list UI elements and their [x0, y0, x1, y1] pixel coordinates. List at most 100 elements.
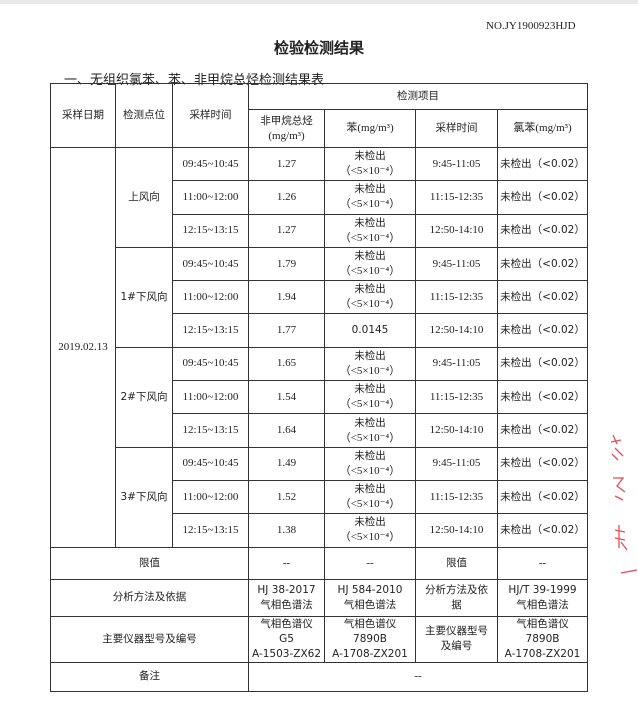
- sample-time2: 11:15-12:35: [415, 280, 498, 315]
- remark-label: 备注: [50, 661, 249, 692]
- sample-point: 2#下风向: [115, 346, 173, 448]
- header-nmhc-unit: (mg/m³): [268, 129, 305, 142]
- chlorobenzene-value: 未检出（<0.02）: [497, 146, 588, 182]
- benzene-detection-limit: （<5×10⁻⁴）: [339, 231, 401, 244]
- header-time2: 采样时间: [415, 109, 498, 148]
- benzene-detection-limit: （<5×10⁻⁴）: [339, 498, 401, 511]
- method-label-2-line: 据: [451, 598, 462, 611]
- chlorobenzene-value: 未检出（<0.02）: [497, 346, 588, 382]
- sample-time2: 12:50-14:10: [415, 513, 498, 548]
- limit-benzene: --: [324, 546, 416, 580]
- benzene-value: 未检出 （<5×10⁻⁴）: [324, 413, 416, 448]
- sample-time2: 12:50-14:10: [415, 413, 498, 448]
- chlorobenzene-value: 未检出（<0.02）: [497, 313, 588, 348]
- table-row: 12:15~13:15 1.38 未检出 （<5×10⁻⁴） 12:50-14:10 未检…: [51, 513, 588, 548]
- benzene-detection-limit: （<5×10⁻⁴）: [339, 364, 401, 377]
- nmhc-value: 1.77: [248, 313, 325, 348]
- method-label: 分析方法及依据: [50, 578, 249, 617]
- benzene-detection-limit: （<5×10⁻⁴）: [339, 298, 401, 311]
- benzene-value: 未检出 （<5×10⁻⁴）: [324, 446, 416, 481]
- nmhc-value: 1.79: [248, 246, 325, 282]
- benzene-result: 未检出: [354, 483, 386, 496]
- chlorobenzene-value: 未检出（<0.02）: [497, 280, 588, 315]
- table-row: 11:00~12:00 1.94 未检出 （<5×10⁻⁴） 11:15-12:35 未检…: [51, 280, 588, 315]
- sample-point: 3#下风向: [115, 446, 173, 548]
- header-nmhc-name: 非甲烷总烃: [260, 114, 313, 127]
- benzene-value: 未检出 （<5×10⁻⁴）: [324, 280, 416, 315]
- scan-top-edge: [0, 0, 638, 4]
- benzene-result: 未检出: [354, 183, 386, 196]
- chlorobenzene-value: 未检出（<0.02）: [497, 246, 588, 282]
- nmhc-value: 1.54: [248, 380, 325, 415]
- benzene-value: 未检出 （<5×10⁻⁴）: [324, 213, 416, 248]
- method-benzene-line: HJ 584-2010: [337, 583, 403, 596]
- table-row: 1#下风向 09:45~10:45 1.79 未检出 （<5×10⁻⁴） 9:45-11:…: [51, 246, 588, 348]
- header-nmhc: 非甲烷总烃 (mg/m³): [248, 109, 325, 148]
- sample-time: 09:45~10:45: [172, 446, 249, 481]
- sample-time: 12:15~13:15: [172, 513, 249, 548]
- instrument-nmhc-line: G5: [279, 632, 294, 645]
- instrument-nmhc-line: 气相色谱仪: [260, 617, 313, 630]
- table-row: 11:00~12:00 1.26 未检出 （<5×10⁻⁴） 11:15-12:35 未检…: [51, 180, 588, 215]
- chlorobenzene-value: 未检出（<0.02）: [497, 180, 588, 215]
- benzene-result: 未检出: [354, 150, 386, 163]
- page-title: 检验检测结果: [273, 39, 364, 57]
- instrument-label: 主要仪器型号及编号: [50, 615, 249, 663]
- header-point: 检测点位: [115, 83, 173, 148]
- remark-value: --: [248, 661, 588, 692]
- method-nmhc: HJ 38-2017 气相色谱法: [248, 578, 325, 617]
- benzene-result: 未检出: [354, 449, 386, 462]
- limit-label-2: 限值: [415, 546, 498, 580]
- sample-time2: 11:15-12:35: [415, 479, 498, 515]
- nmhc-value: 1.38: [248, 513, 325, 548]
- sample-time2: 12:50-14:10: [415, 313, 498, 348]
- instrument-cb-line: A-1708-ZX201: [504, 647, 581, 660]
- benzene-detection-limit: （<5×10⁻⁴）: [339, 464, 401, 477]
- instrument-cb-line: 气相色谱仪: [516, 617, 569, 630]
- remark-row: 备注 --: [50, 661, 588, 692]
- instrument-label-2: 主要仪器型号 及编号: [415, 615, 498, 663]
- table-row: 12:15~13:15 1.64 未检出 （<5×10⁻⁴） 12:50-14:10 未检…: [51, 413, 588, 448]
- sample-point: 1#下风向: [115, 246, 173, 348]
- method-benzene-line: 气相色谱法: [343, 598, 397, 611]
- benzene-detection-limit: （<5×10⁻⁴）: [339, 431, 401, 444]
- sample-time: 12:15~13:15: [172, 413, 249, 448]
- benzene-value: 未检出 （<5×10⁻⁴）: [324, 513, 416, 548]
- results-table: 采样日期 检测点位 采样时间 检测项目 非甲烷总烃 (mg/m³) 苯(mg/m³…: [50, 83, 588, 692]
- instrument-benzene-line: 气相色谱仪: [343, 617, 397, 630]
- limit-row: 限值 -- -- 限值 --: [50, 546, 588, 580]
- nmhc-value: 1.64: [248, 413, 325, 448]
- method-benzene: HJ 584-2010 气相色谱法: [324, 578, 416, 617]
- benzene-value: 未检出 （<5×10⁻⁴）: [324, 479, 416, 515]
- benzene-detection-limit: （<5×10⁻⁴）: [339, 265, 401, 278]
- nmhc-value: 1.27: [248, 146, 325, 182]
- header-time: 采样时间: [172, 83, 249, 148]
- instrument-benzene-line: A-1708-ZX201: [332, 647, 408, 660]
- limit-chlorobenzene: --: [497, 546, 588, 580]
- nmhc-value: 1.49: [248, 446, 325, 481]
- method-nmhc-line: HJ 38-2017: [257, 583, 316, 596]
- header-benzene: 苯(mg/m³): [324, 109, 416, 148]
- benzene-value: 未检出 （<5×10⁻⁴）: [324, 180, 416, 215]
- sample-time2: 9:45-11:05: [415, 446, 498, 481]
- table-row: 2019.02.13 上风向 09:45~10:45 1.27 未检出 （<5×10⁻⁴）…: [50, 146, 588, 548]
- instrument-cb-line: 7890B: [525, 632, 560, 645]
- sample-time2: 11:15-12:35: [415, 180, 498, 215]
- table-row: 12:15~13:15 1.27 未检出 （<5×10⁻⁴） 12:50-14:10 未检…: [51, 213, 588, 248]
- method-nmhc-line: 气相色谱法: [260, 598, 313, 611]
- instrument-nmhc: 气相色谱仪 G5 A-1503-ZX62: [248, 615, 325, 663]
- sample-time2: 9:45-11:05: [415, 246, 498, 282]
- method-cb-line: HJ/T 39-1999: [508, 583, 577, 596]
- instrument-chlorobenzene: 气相色谱仪 7890B A-1708-ZX201: [497, 615, 588, 663]
- header-subrow: 非甲烷总烃 (mg/m³) 苯(mg/m³) 采样时间 氯苯(mg/m³): [51, 109, 588, 148]
- header-row: 采样日期 检测点位 采样时间 检测项目: [50, 83, 588, 148]
- benzene-result: 0.0145: [351, 324, 389, 337]
- sample-time: 11:00~12:00: [172, 280, 249, 315]
- header-date: 采样日期: [50, 83, 116, 148]
- sample-time2: 11:15-12:35: [415, 380, 498, 415]
- sample-time: 09:45~10:45: [172, 346, 249, 382]
- sample-point: 上风向: [115, 147, 173, 248]
- sample-time: 11:00~12:00: [172, 479, 249, 515]
- nmhc-value: 1.65: [248, 346, 325, 382]
- table-row: 11:00~12:00 1.54 未检出 （<5×10⁻⁴） 11:15-12:35 未检…: [51, 380, 588, 415]
